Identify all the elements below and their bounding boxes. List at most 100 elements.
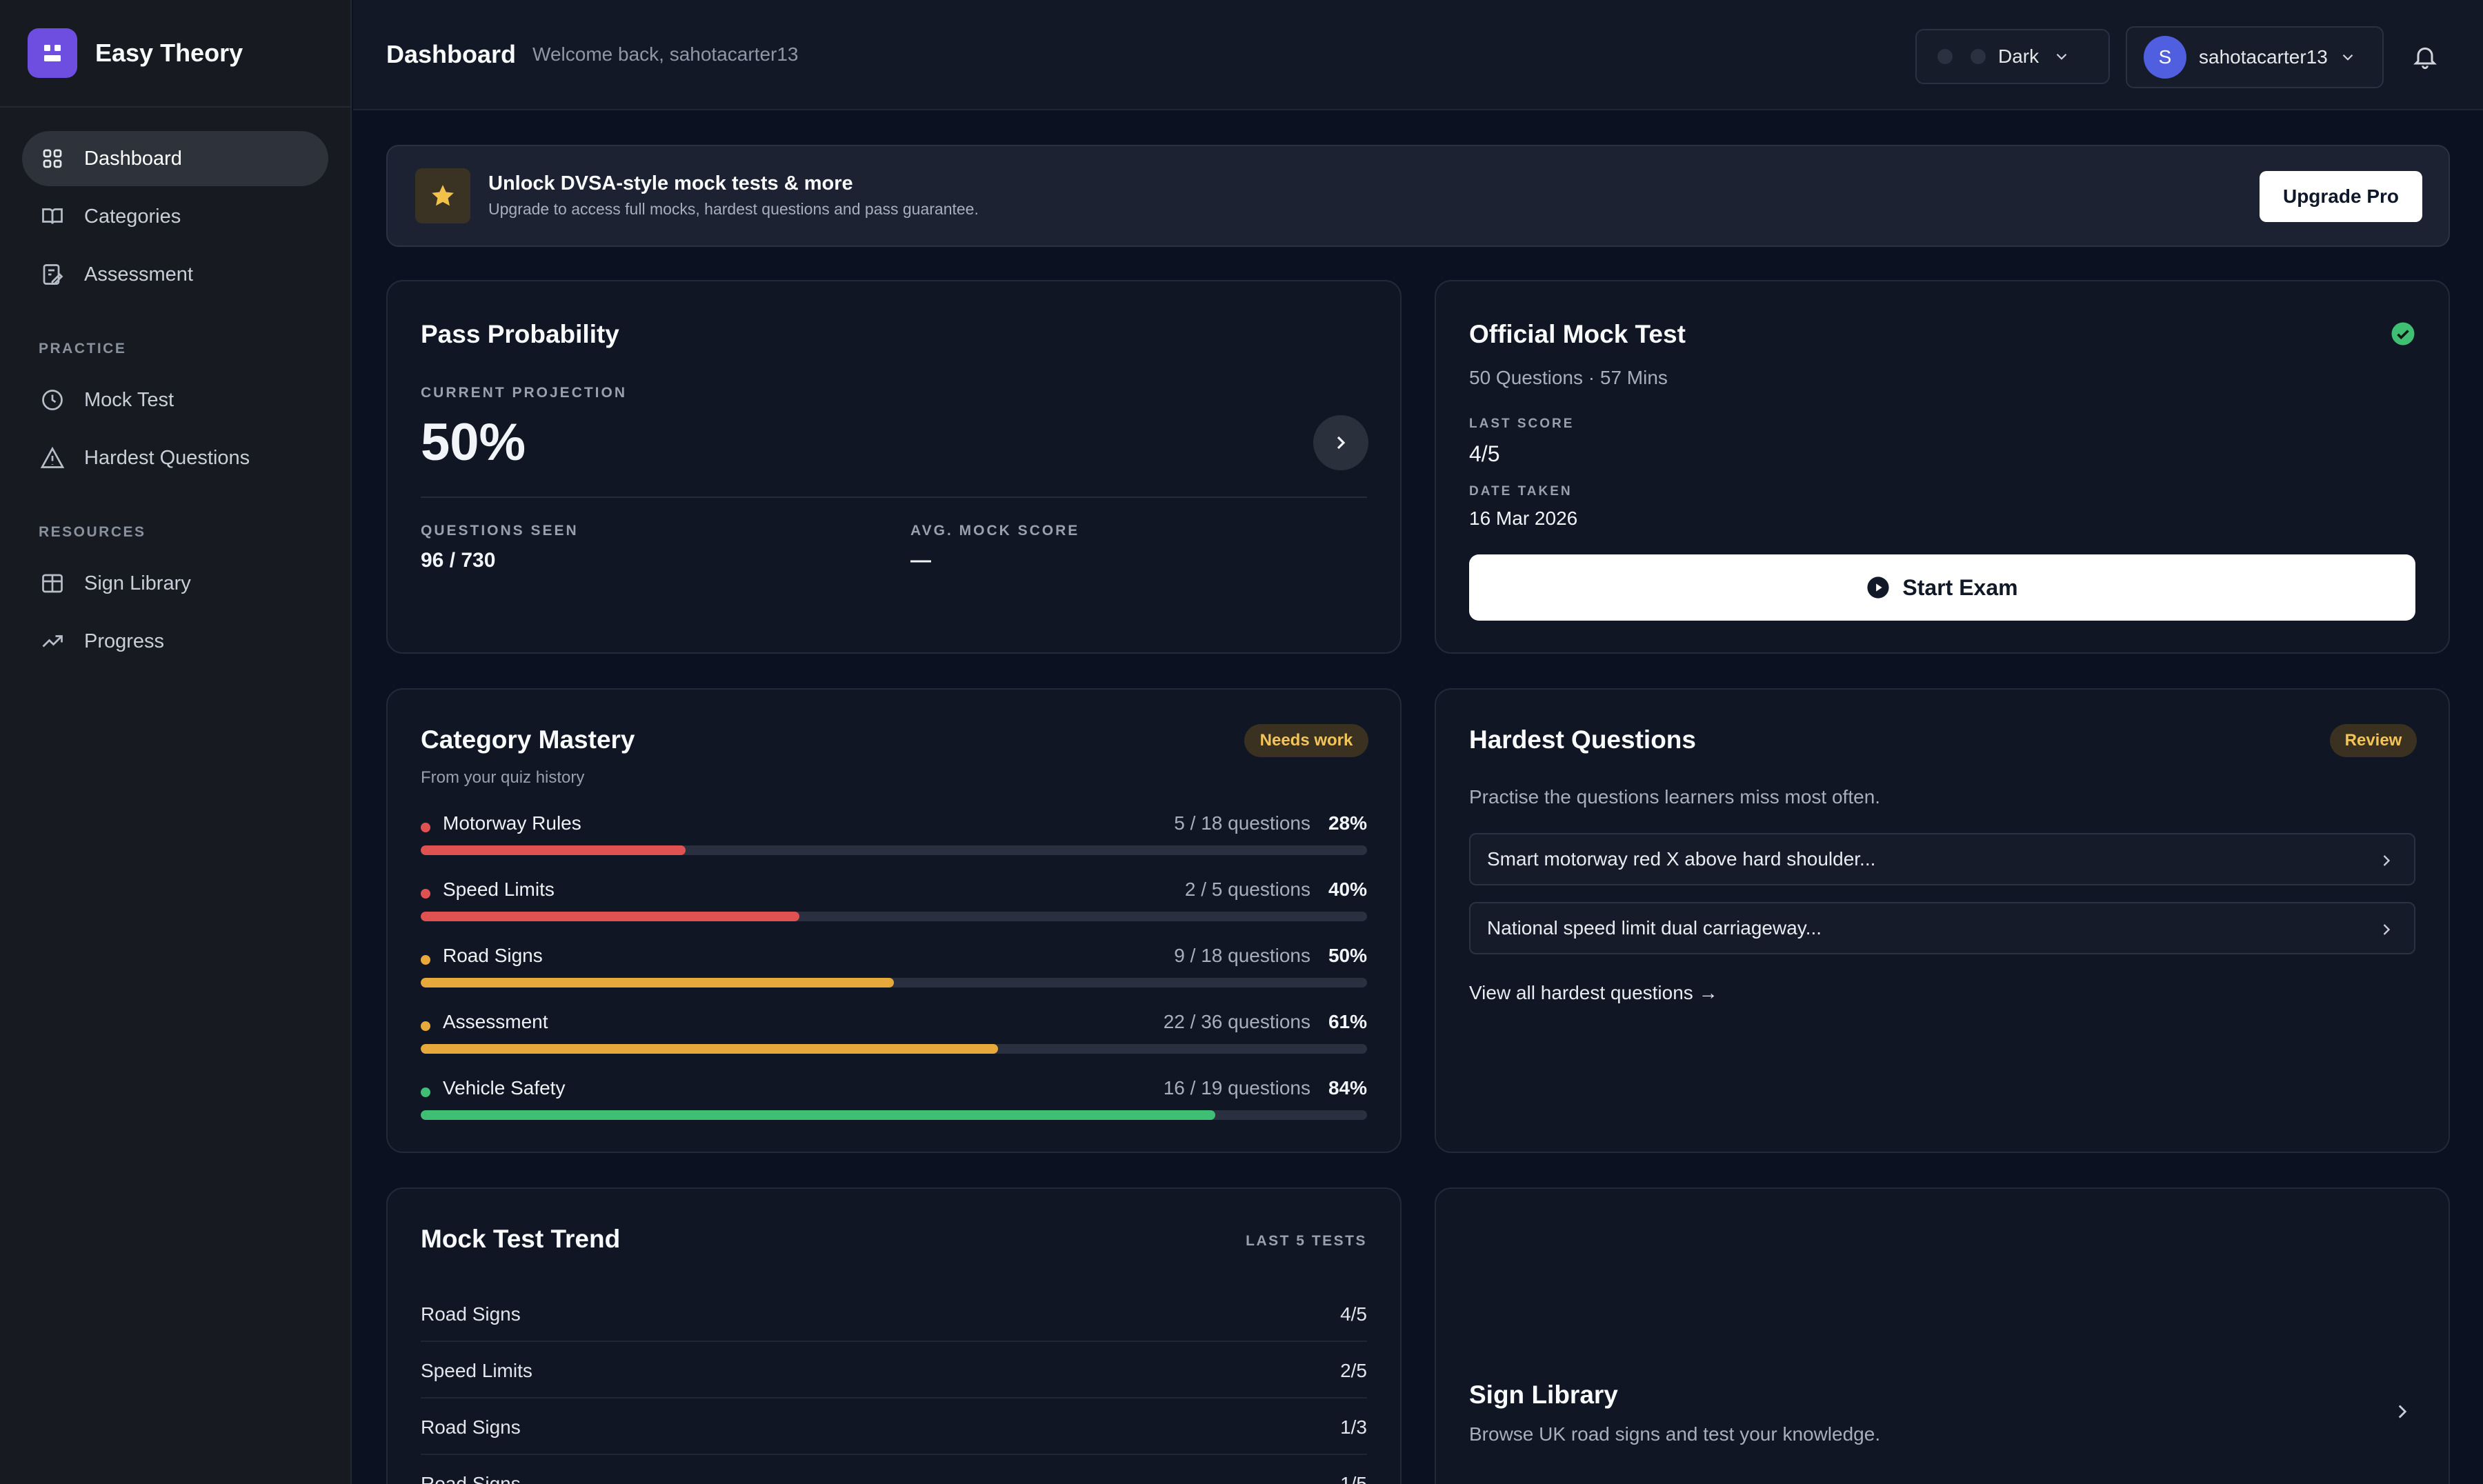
card-description: Practise the questions learners miss mos…: [1469, 786, 1881, 808]
sidebar-item-sign-library[interactable]: Sign Library: [22, 556, 328, 611]
divider: [421, 497, 1367, 498]
category-count: 9 / 18 questions: [1174, 945, 1310, 966]
sidebar: Easy Theory Dashboard Categories Assessm…: [0, 0, 352, 1484]
category-row[interactable]: Vehicle Safety 16 / 19 questions 84%: [421, 1077, 1367, 1125]
resources-heading: RESOURCES: [39, 524, 146, 540]
card-title: Mock Test Trend: [421, 1225, 621, 1253]
trend-category: Road Signs: [421, 1416, 521, 1438]
trend-row[interactable]: Speed Limits 2/5: [421, 1342, 1367, 1398]
category-count: 16 / 19 questions: [1163, 1077, 1310, 1099]
hardest-question-item[interactable]: National speed limit dual carriageway...: [1469, 902, 2415, 954]
category-row[interactable]: Speed Limits 2 / 5 questions 40%: [421, 879, 1367, 927]
sidebar-item-assessment[interactable]: Assessment: [22, 247, 328, 302]
review-badge: Review: [2330, 724, 2417, 757]
start-exam-label: Start Exam: [1902, 574, 2018, 600]
trend-row[interactable]: Road Signs 1/5: [421, 1455, 1367, 1484]
view-all-hardest-link[interactable]: View all hardest questions →: [1469, 982, 1718, 1003]
category-percent: 61%: [1328, 1011, 1367, 1032]
welcome-text: Welcome back, sahotacarter13: [532, 43, 799, 65]
page-title: Dashboard: [386, 40, 517, 68]
category-row[interactable]: Assessment 22 / 36 questions 61%: [421, 1011, 1367, 1059]
question-text: Smart motorway red X above hard shoulder…: [1487, 848, 1876, 870]
username: sahotacarter13: [2199, 46, 2328, 68]
theme-label: Dark: [1998, 46, 2040, 67]
category-row[interactable]: Road Signs 9 / 18 questions 50%: [421, 945, 1367, 993]
grid-icon: [43, 149, 62, 168]
start-exam-button[interactable]: Start Exam: [1469, 554, 2415, 621]
progress-track: [421, 912, 1367, 921]
theme-dot-icon: [1937, 49, 1953, 64]
pass-probability-card: Pass Probability CURRENT PROJECTION 50% …: [386, 280, 1402, 654]
card-title: Category Mastery: [421, 725, 635, 754]
category-name: Assessment: [443, 1011, 548, 1032]
hardest-questions-card: Hardest Questions Review Practise the qu…: [1435, 688, 2450, 1153]
category-name: Motorway Rules: [443, 812, 581, 834]
clock-icon: [42, 390, 63, 410]
trend-category: Road Signs: [421, 1303, 521, 1325]
upgrade-pro-button[interactable]: Upgrade Pro: [2260, 171, 2422, 222]
sidebar-item-label: Progress: [84, 630, 165, 652]
card-subtitle: Browse UK road signs and test your knowl…: [1469, 1423, 1881, 1445]
app-logo-icon: [28, 28, 77, 78]
card-title: Sign Library: [1469, 1381, 1618, 1409]
avg-mock-score-value: —: [910, 549, 931, 572]
table-icon: [42, 574, 63, 593]
progress-fill: [421, 1110, 1216, 1120]
trend-category: Road Signs: [421, 1473, 521, 1484]
banner-subtitle: Upgrade to access full mocks, hardest qu…: [488, 200, 979, 218]
progress-track: [421, 978, 1367, 987]
sidebar-item-mock-test[interactable]: Mock Test: [22, 372, 328, 428]
trend-up-icon: [42, 635, 63, 648]
trend-category: Speed Limits: [421, 1360, 532, 1381]
needs-work-badge: Needs work: [1244, 724, 1368, 757]
card-subtitle: From your quiz history: [421, 768, 585, 787]
bell-icon[interactable]: [2411, 43, 2439, 70]
status-dot: [421, 1021, 430, 1031]
category-name: Vehicle Safety: [443, 1077, 566, 1099]
warning-icon: [40, 446, 65, 468]
progress-fill: [421, 912, 799, 921]
practice-heading: PRACTICE: [39, 341, 127, 357]
theme-toggle[interactable]: Dark: [1915, 29, 2110, 84]
status-dot: [421, 823, 430, 832]
play-circle-icon: [1867, 576, 1889, 599]
trend-row[interactable]: Road Signs 4/5: [421, 1285, 1367, 1342]
chevron-right-icon: [2383, 924, 2391, 935]
star-icon: [415, 168, 470, 223]
sidebar-item-progress[interactable]: Progress: [22, 614, 328, 669]
brand[interactable]: Easy Theory: [0, 0, 350, 108]
avatar: S: [2144, 36, 2186, 79]
trend-row[interactable]: Road Signs 1/3: [421, 1398, 1367, 1455]
status-dot: [421, 1087, 430, 1097]
sidebar-item-hardest-questions[interactable]: Hardest Questions: [22, 430, 328, 485]
category-percent: 84%: [1328, 1077, 1367, 1099]
hardest-question-item[interactable]: Smart motorway red X above hard shoulder…: [1469, 833, 2415, 885]
card-title: Pass Probability: [421, 320, 619, 348]
chevron-down-icon: [2342, 54, 2353, 61]
trend-score: 4/5: [1340, 1303, 1367, 1325]
projection-value: 50%: [421, 413, 526, 472]
sidebar-item-label: Hardest Questions: [84, 446, 250, 469]
sign-library-card[interactable]: Sign Library Browse UK road signs and te…: [1435, 1187, 2450, 1484]
last-score-value: 4/5: [1469, 441, 1500, 466]
user-menu[interactable]: S sahotacarter13: [2126, 26, 2384, 88]
sidebar-item-label: Mock Test: [84, 388, 174, 411]
sidebar-item-categories[interactable]: Categories: [22, 189, 328, 244]
sidebar-item-label: Assessment: [84, 263, 193, 285]
details-button[interactable]: [1313, 415, 1368, 470]
chevron-right-icon: [1337, 436, 1346, 450]
category-count: 2 / 5 questions: [1184, 879, 1310, 900]
trend-score: 1/5: [1340, 1473, 1367, 1484]
category-mastery-card: Category Mastery Needs work From your qu…: [386, 688, 1402, 1153]
category-row[interactable]: Motorway Rules 5 / 18 questions 28%: [421, 812, 1367, 861]
status-dot: [421, 955, 430, 965]
mock-test-trend-card: Mock Test Trend LAST 5 TESTS Road Signs 4…: [386, 1187, 1402, 1484]
progress-fill: [421, 845, 686, 855]
question-text: National speed limit dual carriageway...: [1487, 917, 1822, 939]
sidebar-item-dashboard[interactable]: Dashboard: [22, 131, 328, 186]
category-name: Road Signs: [443, 945, 543, 966]
date-taken-label: DATE TAKEN: [1469, 484, 1573, 499]
sidebar-item-label: Sign Library: [84, 572, 191, 594]
chevron-right-icon: [2383, 855, 2391, 866]
mock-meta: 50 Questions · 57 Mins: [1469, 367, 1668, 388]
